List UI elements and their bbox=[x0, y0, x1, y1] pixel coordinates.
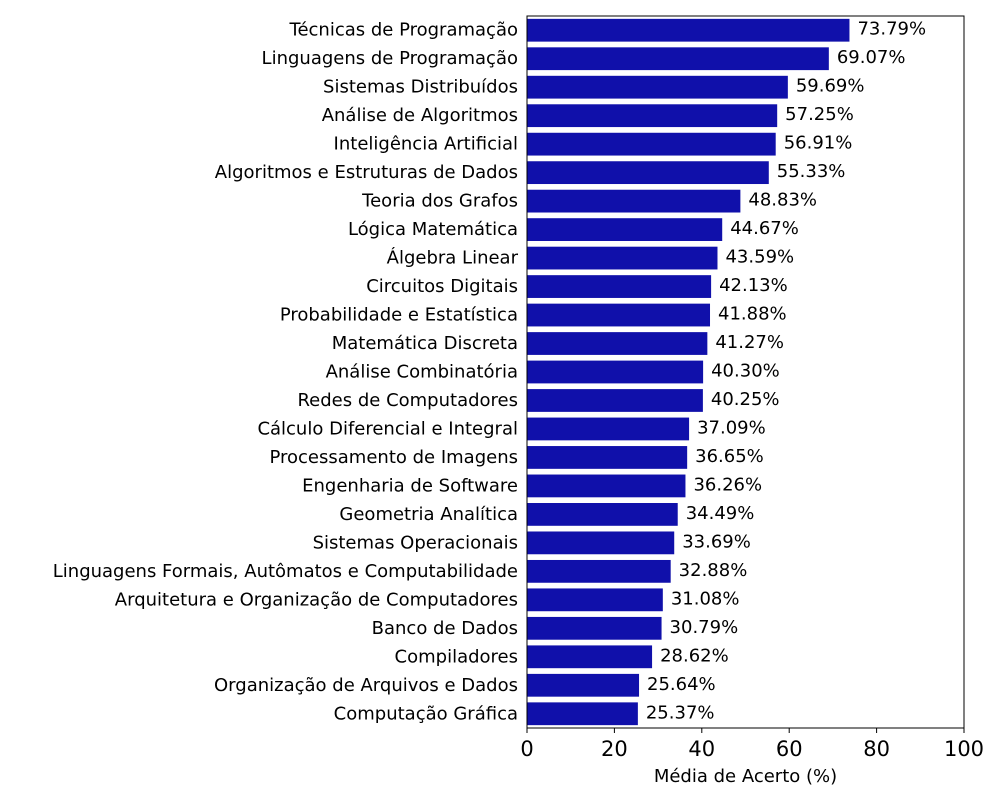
data-label: 37.09% bbox=[697, 417, 766, 438]
data-label: 41.27% bbox=[715, 332, 784, 353]
data-label: 25.64% bbox=[647, 674, 716, 695]
category-label: Redes de Computadores bbox=[297, 390, 518, 411]
data-label: 56.91% bbox=[784, 133, 853, 154]
category-label: Álgebra Linear bbox=[387, 247, 519, 269]
data-label: 44.67% bbox=[730, 218, 799, 239]
data-label: 42.13% bbox=[719, 275, 788, 296]
bar bbox=[527, 47, 829, 71]
bar bbox=[527, 616, 662, 640]
category-label: Engenharia de Software bbox=[302, 475, 518, 496]
bar bbox=[527, 218, 723, 241]
data-label: 28.62% bbox=[660, 645, 729, 666]
category-label: Sistemas Distribuídos bbox=[323, 77, 518, 98]
category-label: Teoria dos Grafos bbox=[361, 191, 518, 212]
plot-frame bbox=[526, 15, 965, 729]
data-label: 41.88% bbox=[718, 304, 787, 325]
bar bbox=[527, 673, 640, 697]
category-label: Circuitos Digitais bbox=[366, 276, 518, 297]
bar bbox=[527, 18, 850, 42]
bar bbox=[527, 531, 675, 555]
bar bbox=[527, 360, 704, 384]
category-label: Inteligência Artificial bbox=[334, 134, 518, 155]
data-label: 55.33% bbox=[777, 161, 846, 182]
category-label: Probabilidade e Estatística bbox=[280, 305, 518, 326]
data-label: 69.07% bbox=[837, 47, 906, 68]
data-label: 59.69% bbox=[796, 76, 865, 97]
category-label: Análise de Algoritmos bbox=[322, 105, 518, 126]
data-label: 33.69% bbox=[682, 531, 751, 552]
category-label: Análise Combinatória bbox=[326, 362, 518, 383]
category-label: Compiladores bbox=[395, 646, 518, 667]
category-label: Organização de Arquivos e Dados bbox=[214, 675, 518, 696]
category-label: Linguagens Formais, Autômatos e Computab… bbox=[53, 561, 518, 582]
bar bbox=[527, 474, 686, 498]
data-label: 36.65% bbox=[695, 446, 764, 467]
category-label: Processamento de Imagens bbox=[269, 447, 518, 468]
data-label: 57.25% bbox=[785, 104, 854, 125]
category-labels: Técnicas de Programação Linguagens de Pro… bbox=[53, 20, 519, 725]
bar bbox=[527, 104, 778, 128]
bar bbox=[527, 189, 741, 213]
bar bbox=[527, 645, 653, 669]
category-label: Sistemas Operacionais bbox=[313, 532, 518, 553]
bar bbox=[527, 389, 703, 412]
category-label: Cálculo Diferencial e Integral bbox=[257, 418, 518, 439]
data-label: 40.30% bbox=[711, 361, 780, 382]
bar bbox=[527, 702, 638, 726]
category-label: Matemática Discreta bbox=[332, 333, 518, 354]
x-tick-label: 40 bbox=[688, 737, 715, 761]
bar bbox=[527, 446, 688, 469]
x-tick-label: 20 bbox=[601, 737, 628, 761]
data-label: 31.08% bbox=[671, 588, 740, 609]
category-label: Linguagens de Programação bbox=[262, 48, 518, 69]
x-tick-label: 60 bbox=[776, 737, 803, 761]
category-label: Lógica Matemática bbox=[348, 219, 518, 240]
category-label: Computação Gráfica bbox=[334, 703, 518, 724]
data-label: 43.59% bbox=[725, 247, 794, 268]
x-axis-ticks: 0 20 40 60 80 100 bbox=[520, 728, 984, 761]
data-labels: 73.79% 69.07% 59.69% 57.25% 56.91% 55.33% 48.8… bbox=[646, 19, 926, 724]
data-label: 34.49% bbox=[686, 503, 755, 524]
data-label: 30.79% bbox=[670, 617, 739, 638]
category-label: Algoritmos e Estruturas de Dados bbox=[215, 162, 518, 183]
bar bbox=[527, 275, 712, 298]
x-tick-label: 0 bbox=[520, 737, 533, 761]
bar bbox=[527, 246, 718, 270]
bar bbox=[527, 132, 776, 156]
category-label: Arquitetura e Organização de Computadore… bbox=[115, 589, 518, 610]
bar bbox=[527, 588, 663, 612]
bar bbox=[527, 332, 708, 355]
data-label: 48.83% bbox=[748, 190, 817, 211]
category-label: Geometria Analítica bbox=[339, 504, 518, 525]
data-label: 73.79% bbox=[857, 19, 926, 40]
x-tick-label: 100 bbox=[944, 737, 984, 761]
x-tick-label: 80 bbox=[863, 737, 890, 761]
bar bbox=[527, 161, 769, 185]
data-label: 40.25% bbox=[711, 389, 780, 410]
bar bbox=[527, 75, 788, 99]
x-axis-title: Média de Acerto (%) bbox=[654, 766, 837, 787]
data-label: 36.26% bbox=[693, 474, 762, 495]
bar bbox=[527, 559, 671, 583]
category-label: Técnicas de Programação bbox=[289, 20, 518, 41]
bar bbox=[527, 303, 711, 327]
bar bbox=[527, 417, 690, 441]
data-label: 32.88% bbox=[679, 560, 748, 581]
bar bbox=[527, 503, 678, 526]
category-label: Banco de Dados bbox=[372, 618, 518, 639]
data-label: 25.37% bbox=[646, 702, 715, 723]
bars-group bbox=[527, 18, 850, 726]
